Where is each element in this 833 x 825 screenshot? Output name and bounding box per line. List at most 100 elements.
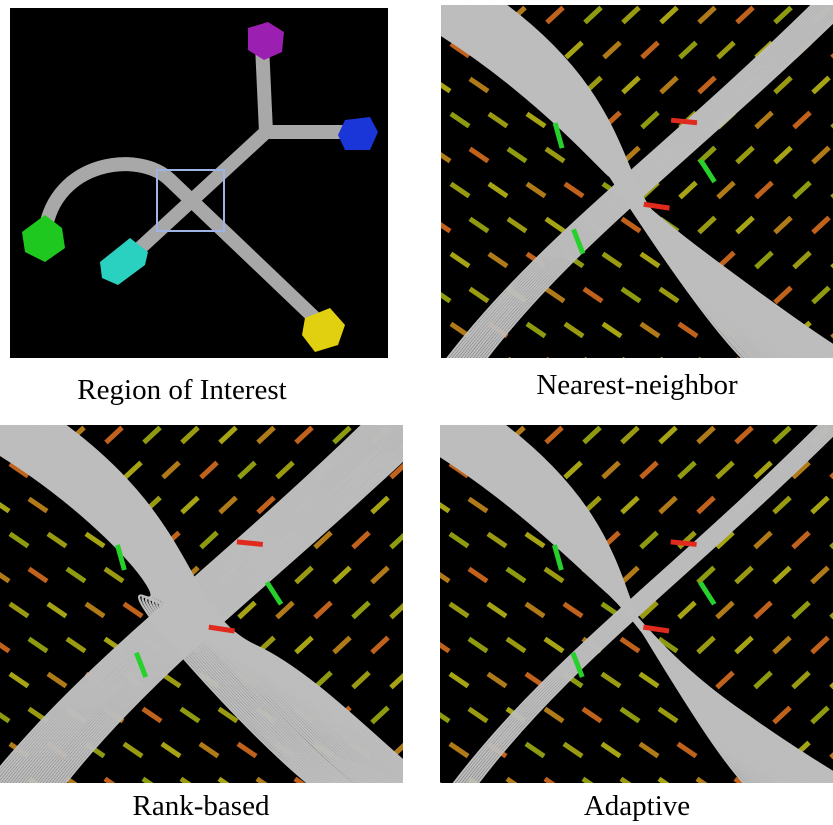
fiber [0,444,329,783]
glyph [505,776,518,783]
fiber [467,5,833,358]
glyph [467,706,489,724]
glyph [525,321,547,339]
glyph [389,462,403,480]
glyph [601,251,623,269]
glyph [432,359,450,371]
glyph [199,460,219,480]
glyph [544,286,566,304]
glyph [773,75,793,95]
glyph [198,741,220,759]
glyph [180,495,200,515]
glyph [754,250,774,270]
glyph [441,221,452,234]
fiber [64,458,403,783]
glyph [467,636,489,654]
glyph [810,635,830,655]
highlight-glyph [134,651,149,678]
glyph [27,496,49,514]
glyph [563,460,583,480]
fiber [473,9,833,358]
glyph [467,496,489,514]
glyph [582,425,602,445]
glyph [735,5,755,25]
glyph [332,635,352,655]
glyph [351,530,371,550]
glyph [792,250,812,270]
glyph [8,531,30,549]
glyph [467,566,489,584]
glyph [619,636,641,654]
glyph [141,776,154,783]
fiber [455,5,823,358]
glyph [449,181,471,199]
glyph [697,5,717,25]
glyph [734,425,754,445]
fiber [7,425,385,783]
fiber [37,433,403,783]
glyph [0,711,11,724]
glyph [104,425,124,445]
glyph [370,705,390,725]
glyph [468,216,490,234]
caption: Region of Interest [77,374,286,406]
highlight-glyph [552,544,564,571]
glyph [753,530,773,550]
highlight-glyph [552,122,565,149]
glyph [716,180,736,200]
fiber [0,425,376,783]
glyph [313,600,333,620]
fiber [482,17,833,358]
glyph [544,425,564,445]
fiber [4,425,382,783]
glyph [621,5,641,25]
glyph [440,641,451,654]
glyph [735,145,755,165]
glyph [620,565,640,585]
glyph [506,216,528,234]
glyph [103,566,125,584]
glyph [791,600,811,620]
glyph-field [0,425,403,783]
fiber [485,20,833,358]
glyph [773,285,793,305]
glyph [639,600,659,620]
glyph [487,111,509,129]
glyph [658,425,678,445]
glyph [505,636,527,654]
glyph [65,636,87,654]
highlight-glyph [698,580,717,606]
glyph [313,530,333,550]
glyph [543,636,565,654]
fiber [0,448,320,783]
glyph [440,571,451,584]
fiber [55,450,403,783]
glyph [696,635,716,655]
glyph [753,670,773,690]
fiber [476,433,833,783]
glyph [639,460,659,480]
glyph [441,291,452,304]
glyph [275,600,295,620]
glyph [65,776,78,783]
glyph [772,635,792,655]
glyph [332,565,352,585]
glyph [733,776,746,783]
glyph [448,741,470,759]
glyph [370,495,390,515]
highlight-glyph [208,624,235,634]
glyph [236,741,258,759]
glyph [716,40,736,60]
glyph [294,565,314,585]
glyph [256,425,276,445]
glyph [179,706,201,724]
glyph [563,321,585,339]
glyph [734,565,754,585]
fiber [458,425,827,783]
glyph [810,495,830,515]
glyph [46,671,68,689]
glyph [8,671,30,689]
glyph [84,601,106,619]
glyph [389,672,403,690]
glyph [754,110,774,130]
